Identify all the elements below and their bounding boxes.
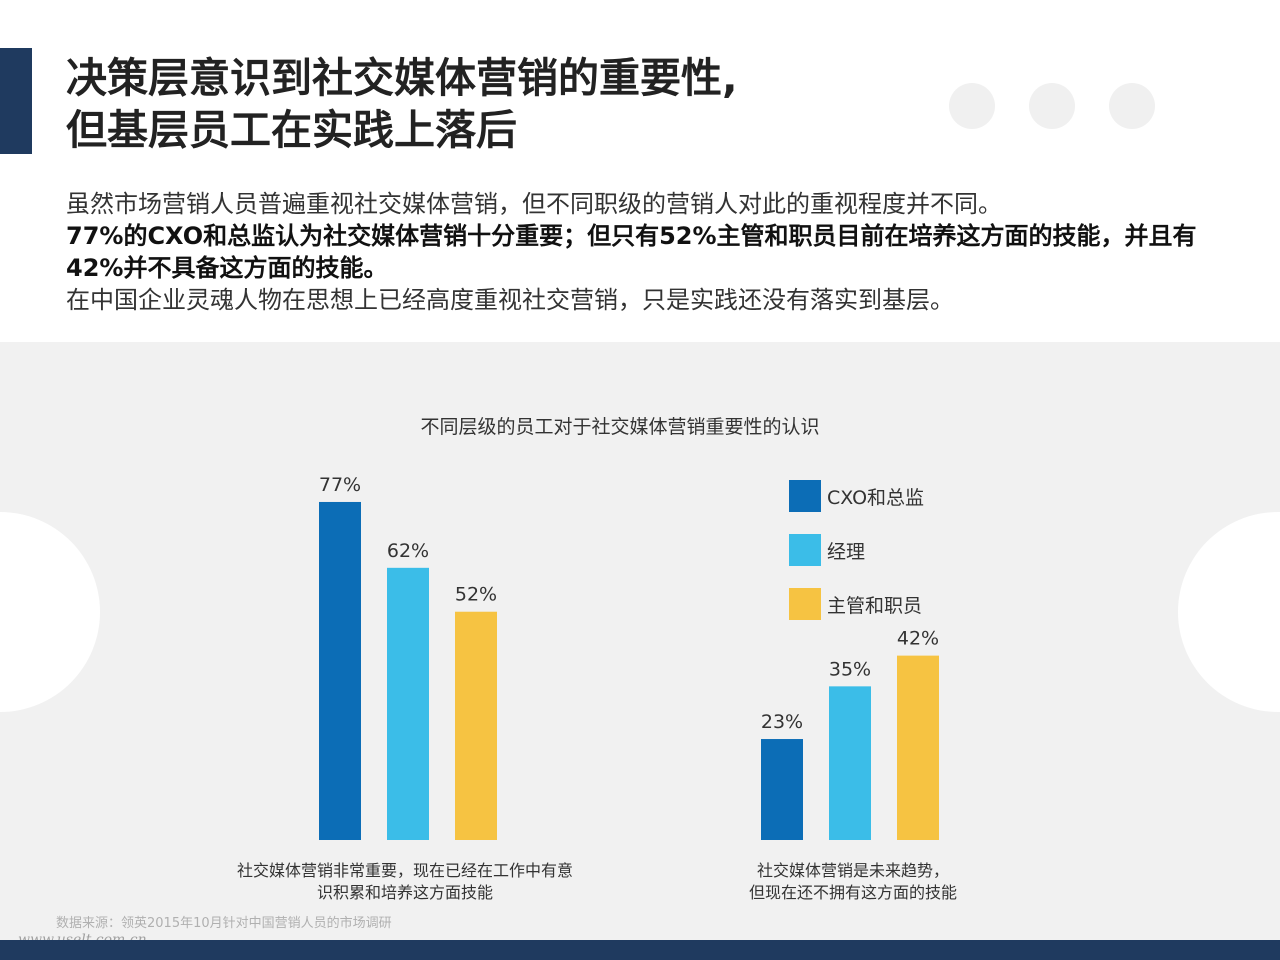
title-line-2: 但基层员工在实践上落后	[66, 106, 517, 154]
legend-label-manager: 经理	[827, 541, 866, 563]
decorative-dot	[1109, 83, 1155, 129]
data-label-staff-group-2: 42%	[897, 628, 939, 650]
page-title: 决策层意识到社交媒体营销的重要性, 但基层员工在实践上落后	[66, 52, 738, 156]
decorative-dot	[1029, 83, 1075, 129]
legend-swatch-manager	[789, 534, 821, 566]
chart-title: 不同层级的员工对于社交媒体营销重要性的认识	[420, 416, 820, 438]
data-label-staff-group-1: 52%	[455, 584, 497, 606]
watermark: www.uselt.com.cn	[18, 932, 147, 940]
intro-line-1: 虽然市场营销人员普遍重视社交媒体营销，但不同职级的营销人对此的重视程度并不同。	[66, 190, 1002, 218]
data-label-manager-group-2: 35%	[829, 658, 871, 680]
bar-cxo-group-2	[761, 739, 803, 840]
legend-swatch-staff	[789, 588, 821, 620]
bar-manager-group-2	[829, 686, 871, 840]
title-accent-bar	[0, 48, 32, 154]
decorative-dot	[949, 83, 995, 129]
category-label-1: 社交媒体营销非常重要，现在已经在工作中有意 识积累和培养这方面技能	[205, 860, 605, 904]
category-label-2: 社交媒体营销是未来趋势， 但现在还不拥有这方面的技能	[703, 860, 1003, 904]
legend-swatch-cxo	[789, 480, 821, 512]
category-label-2-line-2: 但现在还不拥有这方面的技能	[748, 883, 957, 902]
data-label-cxo-group-1: 77%	[319, 474, 361, 496]
bar-staff-group-1	[455, 611, 497, 840]
title-line-1: 决策层意识到社交媒体营销的重要性,	[66, 54, 738, 102]
legend-label-cxo: CXO和总监	[827, 487, 925, 509]
data-source-note: 数据来源：领英2015年10月针对中国营销人员的市场调研	[56, 916, 392, 931]
data-label-manager-group-1: 62%	[387, 540, 429, 562]
legend-label-staff: 主管和职员	[827, 595, 923, 617]
intro-line-3: 在中国企业灵魂人物在思想上已经高度重视社交营销，只是实践还没有落实到基层。	[66, 286, 954, 314]
bar-staff-group-2	[897, 655, 939, 840]
data-label-cxo-group-2: 23%	[761, 711, 803, 733]
chart-panel: 不同层级的员工对于社交媒体营销重要性的认识 77% 23% 62% 35% 52% 42%…	[0, 342, 1280, 940]
category-label-1-line-1: 社交媒体营销非常重要，现在已经在工作中有意	[236, 861, 573, 880]
category-label-2-line-1: 社交媒体营销是未来趋势，	[756, 861, 949, 880]
bar-chart: 77% 23% 62% 35% 52% 42%	[319, 474, 939, 840]
intro-text: 虽然市场营销人员普遍重视社交媒体营销，但不同职级的营销人对此的重视程度并不同。 …	[66, 188, 1226, 316]
bar-manager-group-1	[387, 567, 429, 840]
intro-line-2-highlight: 77%的CXO和总监认为社交媒体营销十分重要；但只有52%主管和职员目前在培养这…	[66, 222, 1197, 282]
bar-cxo-group-1	[319, 501, 361, 840]
bottom-bar	[0, 940, 1280, 960]
category-label-1-line-2: 识积累和培养这方面技能	[316, 883, 493, 902]
